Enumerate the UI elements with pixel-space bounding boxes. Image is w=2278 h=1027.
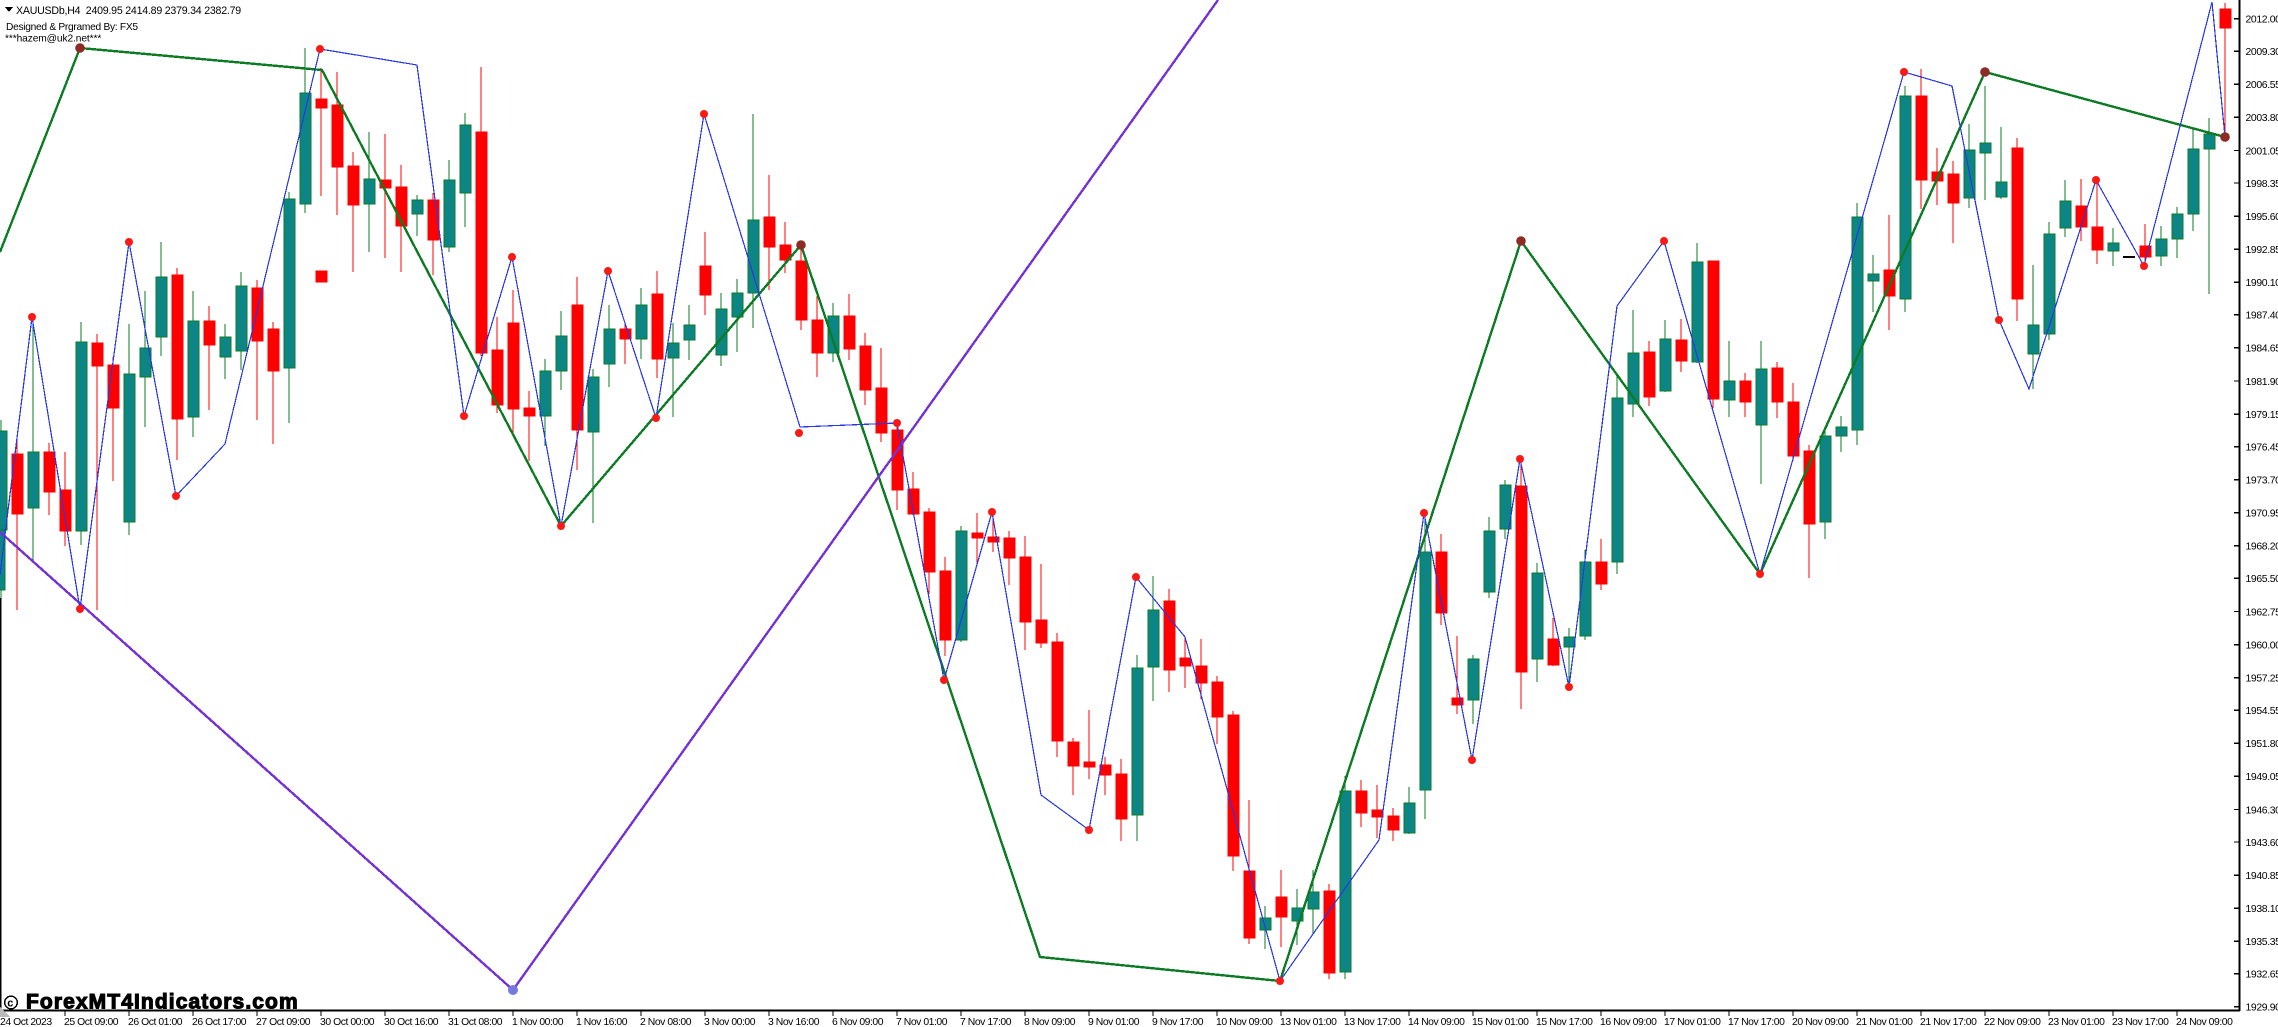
svg-text:8 Nov 09:00: 8 Nov 09:00 xyxy=(1024,1017,1076,1027)
svg-text:1965.50: 1965.50 xyxy=(2246,574,2278,585)
svg-text:27 Oct 09:00: 27 Oct 09:00 xyxy=(256,1017,311,1027)
svg-text:1987.40: 1987.40 xyxy=(2246,311,2278,322)
svg-text:1938.10: 1938.10 xyxy=(2246,904,2278,915)
svg-text:13 Nov 01:00: 13 Nov 01:00 xyxy=(1280,1017,1337,1027)
svg-text:21 Nov 17:00: 21 Nov 17:00 xyxy=(1920,1017,1977,1027)
svg-text:16 Nov 09:00: 16 Nov 09:00 xyxy=(1600,1017,1657,1027)
svg-text:13 Nov 17:00: 13 Nov 17:00 xyxy=(1344,1017,1401,1027)
svg-text:9 Nov 17:00: 9 Nov 17:00 xyxy=(1152,1017,1204,1027)
svg-text:3 Nov 16:00: 3 Nov 16:00 xyxy=(768,1017,820,1027)
svg-text:1962.75: 1962.75 xyxy=(2246,607,2278,618)
svg-text:2001.05: 2001.05 xyxy=(2246,146,2278,157)
svg-text:24 Oct 2023: 24 Oct 2023 xyxy=(0,1017,52,1027)
svg-text:23 Nov 01:00: 23 Nov 01:00 xyxy=(2048,1017,2105,1027)
svg-text:2009.30: 2009.30 xyxy=(2246,47,2278,58)
svg-text:6 Nov 09:00: 6 Nov 09:00 xyxy=(832,1017,884,1027)
svg-text:c: c xyxy=(7,998,13,1010)
svg-text:22 Nov 09:00: 22 Nov 09:00 xyxy=(1984,1017,2041,1027)
svg-text:1981.90: 1981.90 xyxy=(2246,377,2278,388)
svg-text:ForexMT4Indicators.com: ForexMT4Indicators.com xyxy=(26,991,299,1014)
svg-text:24 Nov 09:00: 24 Nov 09:00 xyxy=(2176,1017,2233,1027)
svg-text:***hazem@uk2.net***: ***hazem@uk2.net*** xyxy=(5,34,101,45)
svg-text:30 Oct 16:00: 30 Oct 16:00 xyxy=(384,1017,439,1027)
svg-text:XAUUSDb,H4 2409.95 2414.89 23: XAUUSDb,H4 2409.95 2414.89 2379.34 2382.… xyxy=(16,5,241,17)
svg-text:15 Nov 01:00: 15 Nov 01:00 xyxy=(1472,1017,1529,1027)
svg-text:1 Nov 00:00: 1 Nov 00:00 xyxy=(512,1017,564,1027)
svg-text:1973.70: 1973.70 xyxy=(2246,476,2278,487)
svg-text:1949.05: 1949.05 xyxy=(2246,772,2278,783)
svg-text:2003.80: 2003.80 xyxy=(2246,113,2278,124)
svg-text:1960.00: 1960.00 xyxy=(2246,640,2278,651)
svg-text:23 Nov 17:00: 23 Nov 17:00 xyxy=(2112,1017,2169,1027)
svg-text:15 Nov 17:00: 15 Nov 17:00 xyxy=(1536,1017,1593,1027)
svg-text:26 Oct 17:00: 26 Oct 17:00 xyxy=(192,1017,247,1027)
svg-text:30 Oct 00:00: 30 Oct 00:00 xyxy=(320,1017,375,1027)
svg-text:31 Oct 08:00: 31 Oct 08:00 xyxy=(448,1017,503,1027)
svg-text:1992.85: 1992.85 xyxy=(2246,245,2278,256)
svg-text:Designed & Prgramed By: FX5: Designed & Prgramed By: FX5 xyxy=(6,22,138,33)
svg-text:7 Nov 17:00: 7 Nov 17:00 xyxy=(960,1017,1012,1027)
svg-text:1998.35: 1998.35 xyxy=(2246,179,2278,190)
svg-text:26 Oct 01:00: 26 Oct 01:00 xyxy=(128,1017,183,1027)
svg-text:1929.90: 1929.90 xyxy=(2246,1003,2278,1014)
svg-text:9 Nov 01:00: 9 Nov 01:00 xyxy=(1088,1017,1140,1027)
svg-text:1 Nov 16:00: 1 Nov 16:00 xyxy=(576,1017,628,1027)
svg-text:1951.80: 1951.80 xyxy=(2246,739,2278,750)
svg-text:2 Nov 08:00: 2 Nov 08:00 xyxy=(640,1017,692,1027)
svg-text:14 Nov 09:00: 14 Nov 09:00 xyxy=(1408,1017,1465,1027)
svg-text:1940.85: 1940.85 xyxy=(2246,871,2278,882)
svg-text:20 Nov 09:00: 20 Nov 09:00 xyxy=(1792,1017,1849,1027)
svg-text:1990.10: 1990.10 xyxy=(2246,278,2278,289)
svg-text:10 Nov 09:00: 10 Nov 09:00 xyxy=(1216,1017,1273,1027)
svg-text:1995.60: 1995.60 xyxy=(2246,212,2278,223)
svg-text:17 Nov 01:00: 17 Nov 01:00 xyxy=(1664,1017,1721,1027)
svg-text:1984.65: 1984.65 xyxy=(2246,344,2278,355)
svg-text:1970.95: 1970.95 xyxy=(2246,509,2278,520)
svg-text:1957.25: 1957.25 xyxy=(2246,674,2278,685)
svg-text:2006.55: 2006.55 xyxy=(2246,80,2278,91)
svg-text:2012.00: 2012.00 xyxy=(2246,15,2278,26)
svg-text:1979.15: 1979.15 xyxy=(2246,410,2278,421)
svg-text:1935.35: 1935.35 xyxy=(2246,937,2278,948)
svg-text:25 Oct 09:00: 25 Oct 09:00 xyxy=(64,1017,119,1027)
svg-text:3 Nov 00:00: 3 Nov 00:00 xyxy=(704,1017,756,1027)
svg-text:1976.45: 1976.45 xyxy=(2246,442,2278,453)
svg-text:1932.65: 1932.65 xyxy=(2246,970,2278,981)
svg-text:17 Nov 17:00: 17 Nov 17:00 xyxy=(1728,1017,1785,1027)
svg-text:1954.55: 1954.55 xyxy=(2246,706,2278,717)
svg-text:7 Nov 01:00: 7 Nov 01:00 xyxy=(896,1017,948,1027)
svg-text:1946.30: 1946.30 xyxy=(2246,805,2278,816)
svg-text:1968.20: 1968.20 xyxy=(2246,542,2278,553)
svg-text:1943.60: 1943.60 xyxy=(2246,838,2278,849)
svg-text:21 Nov 01:00: 21 Nov 01:00 xyxy=(1856,1017,1913,1027)
